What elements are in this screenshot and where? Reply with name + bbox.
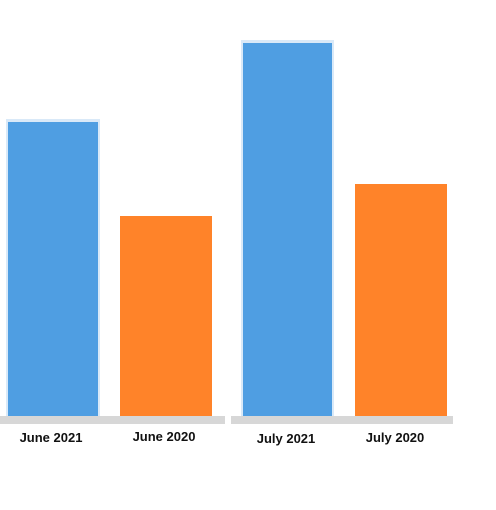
bar-july-2021 (243, 43, 332, 418)
bars-layer (6, 40, 447, 418)
x-tick-label: June 2020 (133, 429, 196, 444)
baseline-right (231, 416, 453, 424)
x-tick-label: July 2021 (257, 431, 316, 446)
bar-june-2020 (120, 216, 212, 418)
x-tick-label: July 2020 (366, 430, 425, 445)
bar-june-2021 (8, 122, 98, 418)
labels-layer: June 2021 June 2020 July 2021 July 2020 (20, 429, 425, 446)
baseline-left (0, 416, 225, 424)
x-tick-label: June 2021 (20, 430, 83, 445)
axis-layer (0, 416, 453, 424)
bar-july-2020 (355, 184, 447, 418)
